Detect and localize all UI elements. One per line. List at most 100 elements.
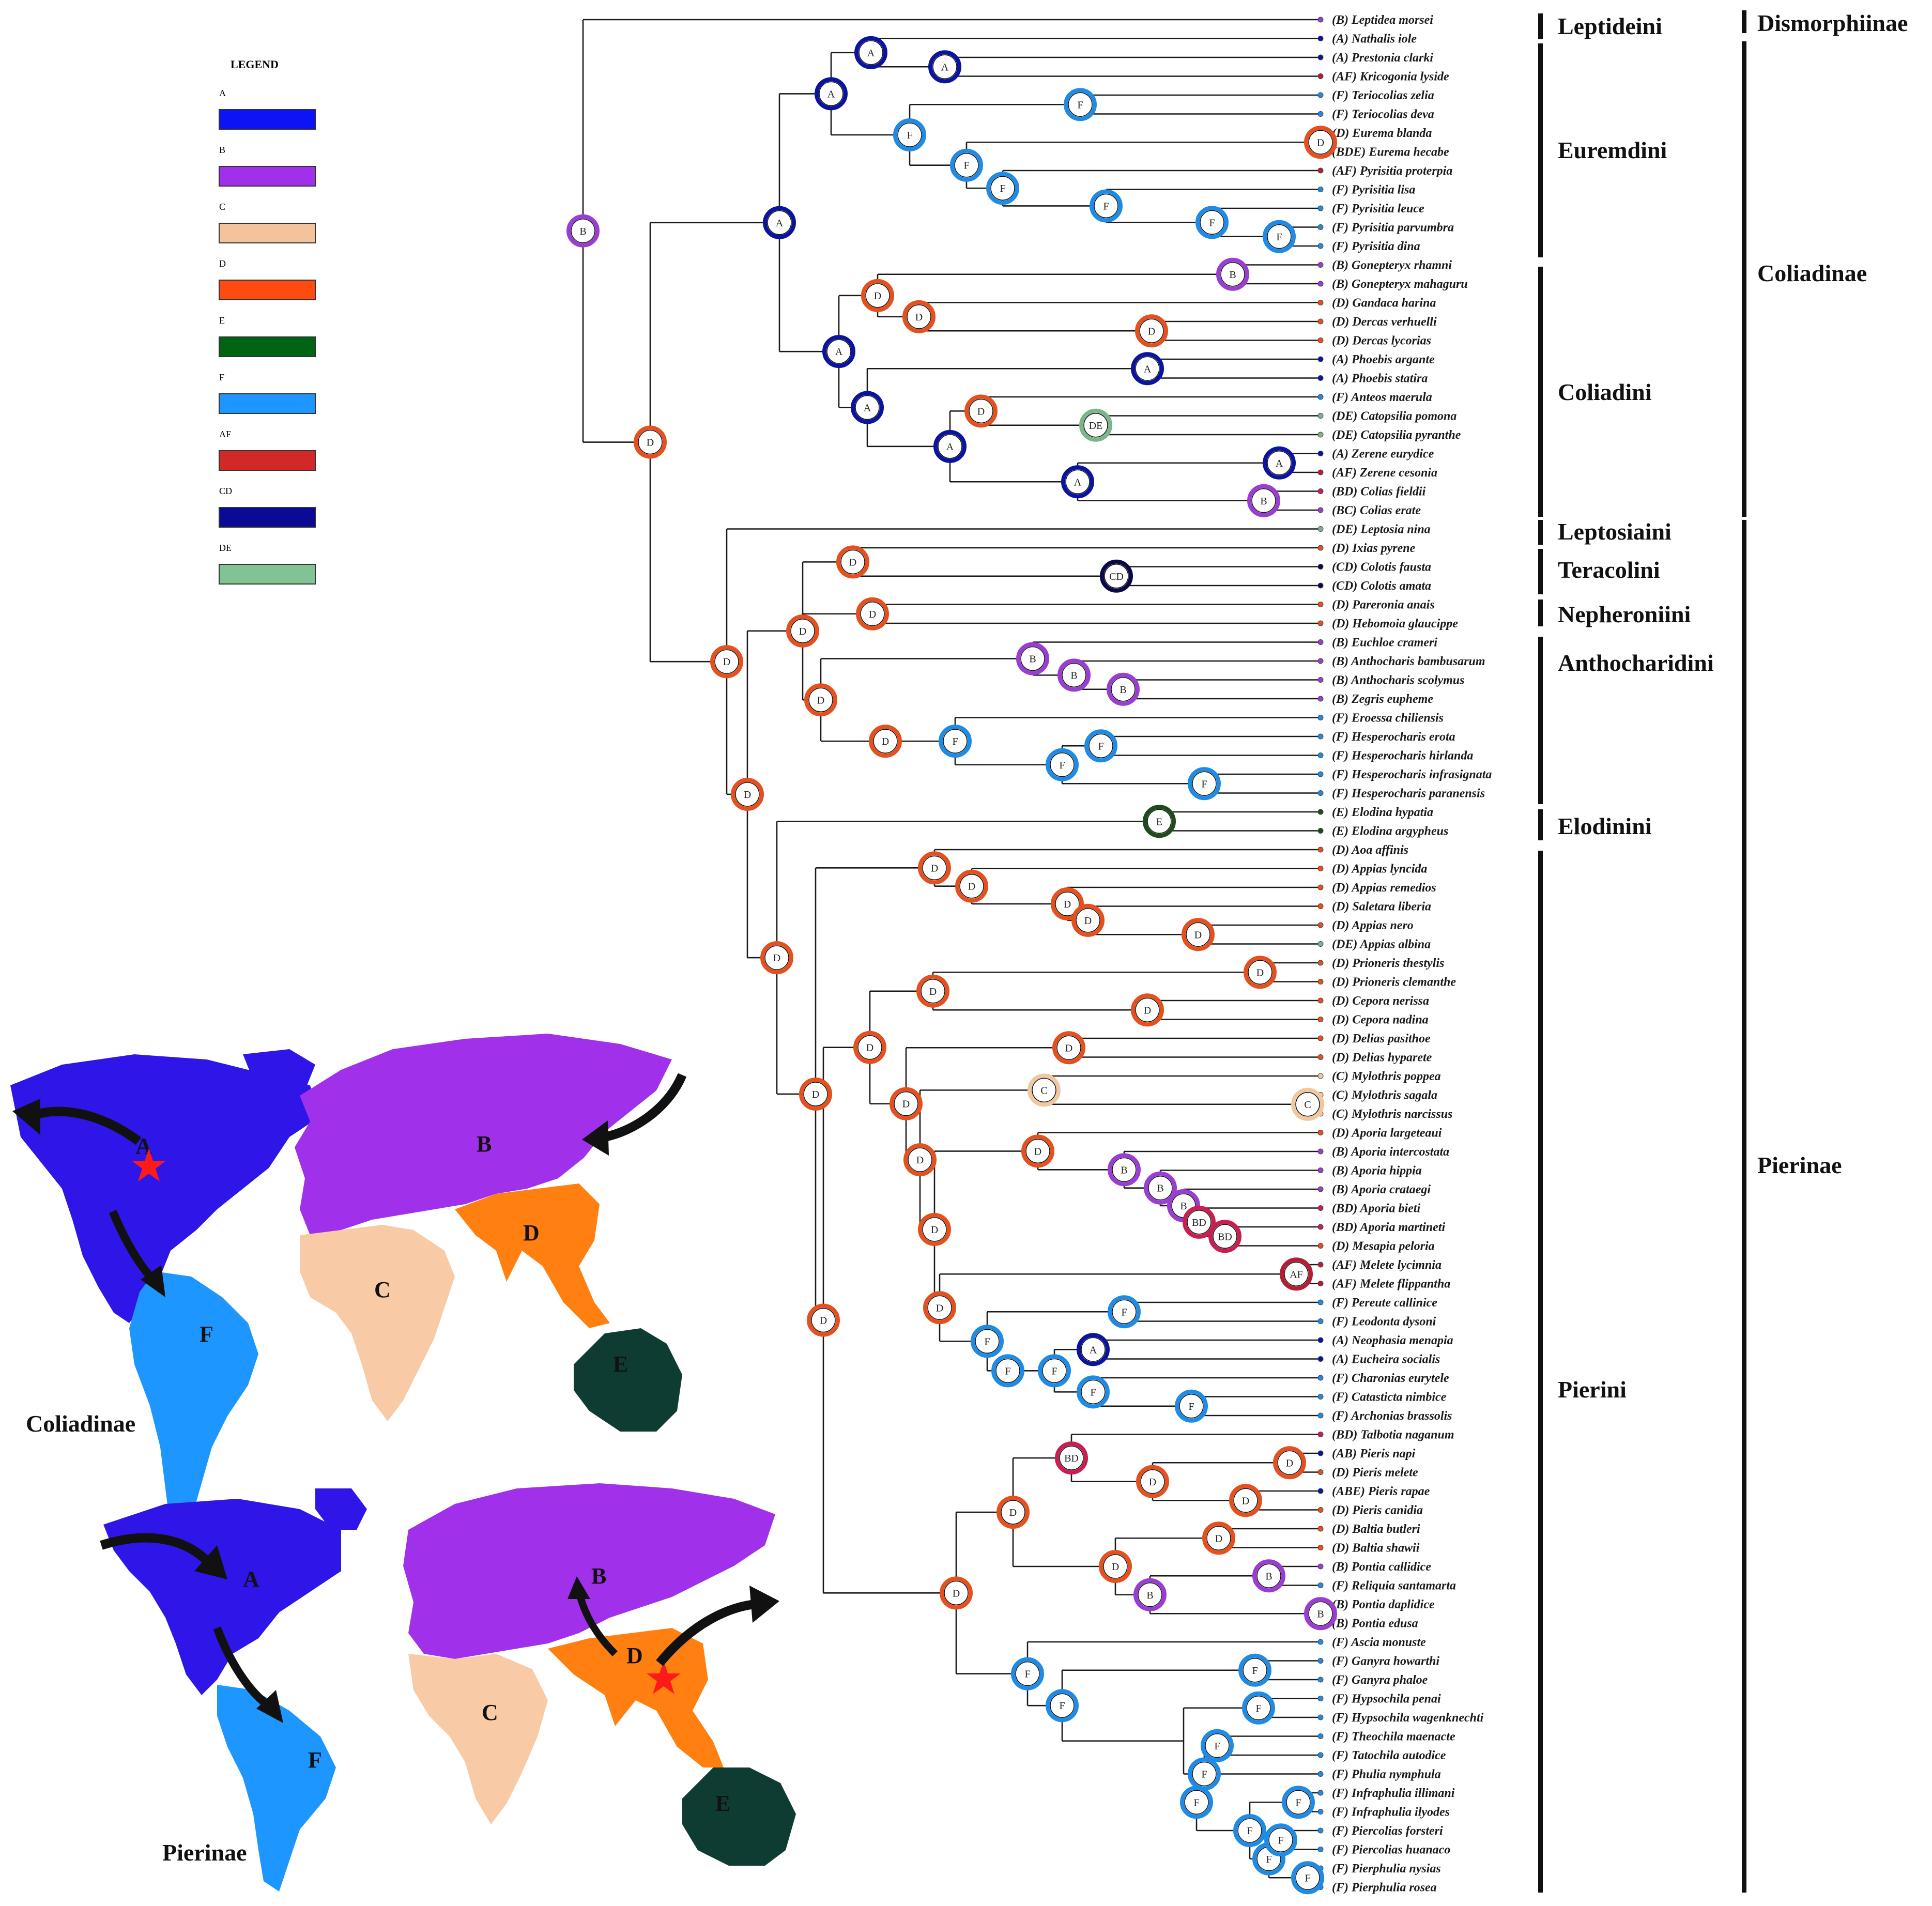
ancestral-state-letter: B [1157, 1183, 1163, 1194]
tip-label: (DE) Catopsilia pyranthe [1332, 428, 1461, 442]
ancestral-state-node [1143, 805, 1176, 838]
ancestral-state-node [1061, 465, 1094, 499]
legend-swatch-b [219, 166, 316, 187]
ancestral-state-letter: F [1103, 201, 1109, 212]
tribe-bar-pierini [1538, 851, 1543, 1893]
tip-label: (A) Nathalis iole [1332, 33, 1417, 46]
tip-marker [1317, 17, 1324, 23]
ancestral-state-letter: A [1090, 1344, 1097, 1356]
region-e-australia-2 [682, 1767, 796, 1866]
subfamily-bar-coliadinae [1742, 41, 1746, 517]
tip-label: (A) Zerene eurydice [1332, 448, 1434, 461]
tip-label: (C) Mylothris sagala [1332, 1089, 1437, 1102]
ancestral-state-letter: D [968, 881, 975, 893]
tip-marker [1317, 356, 1324, 362]
ancestral-state-node-inner [1062, 663, 1086, 688]
ancestral-state-letter: D [1084, 915, 1092, 927]
tip-label: (D) Baltia shawii [1332, 1542, 1420, 1555]
origin-star-top [132, 1148, 166, 1181]
ancestral-state-node-inner [1112, 1299, 1137, 1324]
ancestral-state-letter: A [946, 441, 954, 453]
tip-marker [1317, 922, 1324, 928]
ancestral-state-node-inner [1284, 1262, 1309, 1286]
ancestral-state-letter: BD [1192, 1217, 1206, 1228]
tip-marker [1317, 1545, 1324, 1550]
region-f-south-america-2 [217, 1685, 336, 1892]
dispersal-arrowhead-east [582, 1120, 609, 1156]
ancestral-state-letter: D [1286, 1457, 1293, 1469]
tip-label: (ABE) Pieris rapae [1332, 1485, 1430, 1498]
tip-marker [1317, 1677, 1324, 1683]
ancestral-state-letter: B [1317, 1608, 1324, 1620]
ancestral-state-node-inner [1184, 1790, 1209, 1815]
tip-marker [1317, 488, 1324, 494]
ancestral-state-node-inner [1059, 1446, 1084, 1470]
ancestral-state-node-inner [1205, 1733, 1230, 1758]
map-bottom-label-c: C [482, 1700, 498, 1725]
tip-marker [1317, 1243, 1324, 1249]
tip-marker [1317, 1186, 1324, 1192]
tip-label: (F) Theochila maenacte [1332, 1730, 1455, 1744]
tip-marker [1317, 36, 1324, 41]
ancestral-state-node [1107, 672, 1140, 706]
ancestral-state-node-inner [908, 1147, 932, 1172]
ancestral-state-node [1183, 1205, 1216, 1239]
ancestral-state-node [1263, 446, 1296, 480]
tip-label: (F) Eroessa chiliensis [1332, 712, 1444, 725]
map-top-label-e: E [613, 1351, 628, 1377]
tip-label: (D) Cepora nerissa [1332, 994, 1429, 1008]
ancestral-state-node [1077, 1375, 1110, 1409]
ancestral-state-node-inner [995, 1358, 1020, 1384]
tip-label: (F) Hypsochila wagenknechti [1332, 1711, 1484, 1725]
tip-marker [1317, 1394, 1324, 1400]
tip-label: (F) Pyrisitia leuce [1332, 202, 1424, 216]
ancestral-state-node-inner [1139, 318, 1164, 343]
tip-label: (D) Dercas lycorias [1332, 334, 1431, 348]
map-bottom-label-d: D [626, 1643, 643, 1668]
tip-label: (AF) Zerene cesonia [1332, 466, 1437, 480]
ancestral-state-node-inner [990, 176, 1015, 201]
ancestral-state-letter: D [882, 736, 889, 747]
tip-label: (D) Ixias pyrene [1332, 542, 1416, 555]
ancestral-state-letter: D [953, 1588, 960, 1599]
legend-label-af: AF [219, 429, 231, 439]
tip-label: (CD) Colotis fausta [1332, 561, 1431, 574]
region-a-north-america-2 [103, 1499, 341, 1695]
ancestral-state-node-inner [1135, 356, 1160, 381]
ancestral-state-node-inner [1308, 1601, 1333, 1626]
ancestral-state-node [1108, 1153, 1141, 1187]
tip-label: (F) Infraphulia illimani [1332, 1787, 1455, 1800]
tip-marker [1317, 545, 1324, 551]
ancestral-state-letter: F [984, 1336, 990, 1347]
ancestral-state-letter: F [1305, 1872, 1310, 1884]
ancestral-state-node [1090, 189, 1123, 223]
ancestral-state-node-inner [1277, 1450, 1302, 1475]
tip-label: (F) Archonias brassolis [1332, 1409, 1452, 1423]
tip-marker [1317, 281, 1324, 287]
tip-label: (BD) Talbotia naganum [1332, 1428, 1454, 1442]
ancestral-state-letter: F [1255, 1703, 1261, 1714]
tribe-bar-teracolini [1538, 549, 1543, 594]
ancestral-state-letter: D [869, 609, 876, 620]
tip-marker [1317, 941, 1324, 947]
ancestral-state-node [1144, 1171, 1177, 1205]
tip-marker [1317, 1224, 1324, 1230]
ancestral-state-node [822, 335, 855, 368]
tip-label: (D) Pieris canidia [1332, 1504, 1423, 1517]
tip-label: (F) Ganyra howarthi [1332, 1655, 1439, 1668]
ancestral-state-node [634, 425, 667, 459]
dispersal-arrowhead-to-b [568, 1576, 590, 1599]
ancestral-state-node [760, 941, 793, 975]
ancestral-state-node [1238, 1653, 1271, 1687]
ancestral-state-node [1208, 1220, 1241, 1253]
legend-title: LEGEND [231, 58, 279, 71]
ancestral-state-node-inner [808, 687, 833, 713]
legend-label-c: C [219, 202, 225, 212]
tip-label: (F) Pyrisitia parvumbra [1332, 221, 1454, 235]
ancestral-state-node [1100, 559, 1133, 593]
ancestral-state-node-inner [1295, 1092, 1320, 1117]
origin-star-bottom [647, 1661, 681, 1694]
ancestral-state-node [1108, 1295, 1141, 1329]
legend-swatch-e [219, 336, 316, 357]
tip-marker [1317, 1017, 1324, 1022]
